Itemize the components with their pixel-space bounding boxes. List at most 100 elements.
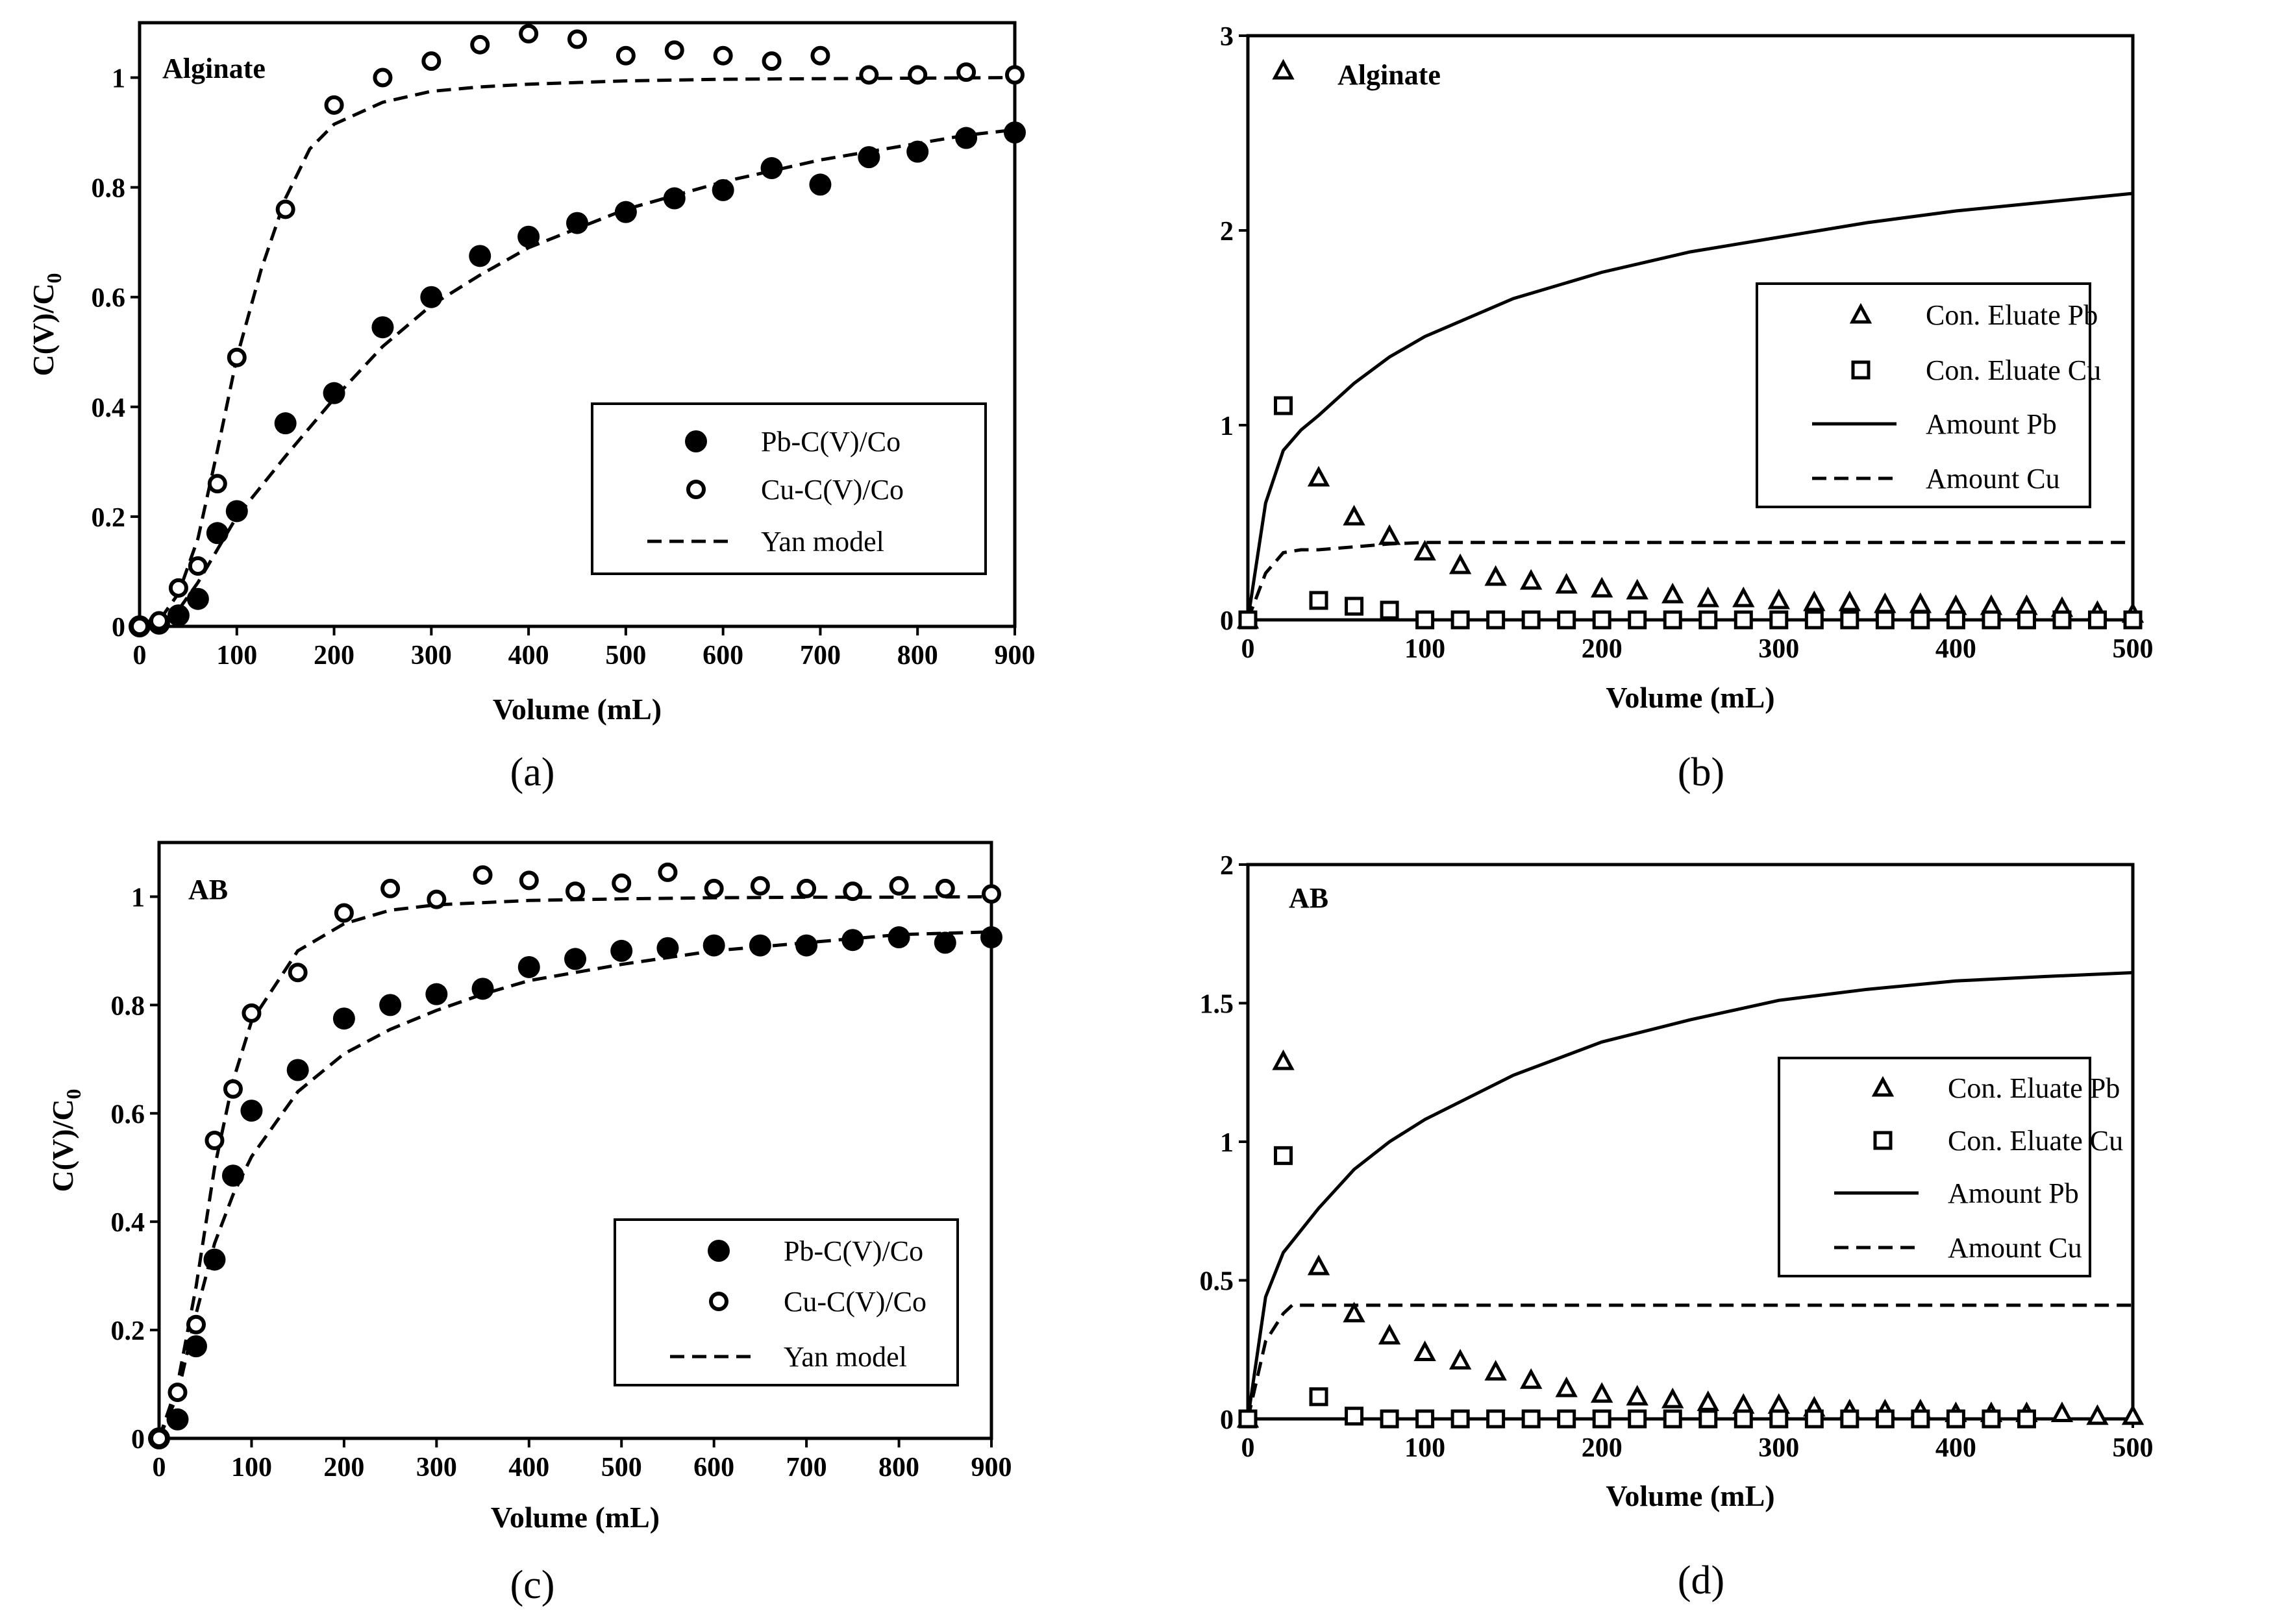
data-point xyxy=(1005,65,1025,85)
data-point xyxy=(323,382,345,404)
data-point xyxy=(1004,121,1026,144)
legend-marker-symbol xyxy=(1871,1076,1895,1097)
panel-d: 0 100 200 300 400 500 0 0.5 1 1.5 2 Volume (mL) AB (d… xyxy=(1200,851,2154,1603)
data-point xyxy=(242,1003,262,1023)
data-point xyxy=(1309,591,1328,610)
data-point xyxy=(1521,1409,1541,1429)
x-tick-label: 900 xyxy=(995,641,1036,671)
x-tick-label: 500 xyxy=(2113,634,2154,664)
y-tick-label: 0.4 xyxy=(92,393,126,423)
legend-marker-symbol xyxy=(1849,302,1872,324)
data-point xyxy=(1804,610,1824,630)
data-point xyxy=(205,1131,225,1150)
legend-box xyxy=(1778,1057,2091,1277)
data-point xyxy=(955,127,978,149)
legend-label: Con. Eluate Pb xyxy=(1948,1072,2120,1104)
panel-caption: (a) xyxy=(510,750,555,794)
data-point xyxy=(750,876,770,896)
x-tick-label: 200 xyxy=(323,1453,364,1483)
data-point xyxy=(1272,1049,1295,1070)
data-point xyxy=(517,225,540,248)
data-point xyxy=(1909,592,1932,613)
data-point xyxy=(713,45,733,66)
data-point xyxy=(2017,1409,2036,1429)
data-point xyxy=(1238,610,1258,630)
data-point xyxy=(1484,1360,1507,1381)
series-pb-c-v-co xyxy=(129,121,1026,637)
panel-caption: (c) xyxy=(510,1563,555,1607)
legend-label: Pb-C(V)/Co xyxy=(761,426,901,458)
data-point xyxy=(859,65,879,85)
y-tick-label: 0 xyxy=(112,613,125,643)
data-point xyxy=(906,140,929,163)
data-point xyxy=(1557,610,1576,630)
legend-marker-symbol xyxy=(708,1240,730,1262)
data-point xyxy=(760,157,783,180)
legend-label: Pb-C(V)/Co xyxy=(784,1235,923,1267)
data-point xyxy=(956,62,976,82)
y-tick-label: 0.5 xyxy=(1200,1267,1234,1297)
series-line-yan-model-pb xyxy=(157,930,992,1439)
data-point xyxy=(1946,1409,1965,1429)
data-point xyxy=(186,1314,206,1335)
plot-frame xyxy=(1246,34,2135,622)
data-point xyxy=(1555,1376,1578,1397)
data-point xyxy=(1415,610,1435,630)
data-point xyxy=(810,45,830,66)
x-tick-label: 0 xyxy=(1241,634,1255,664)
data-point xyxy=(207,474,227,494)
panel-c: 0 100 200 300 400 500 600 700 800 900 0 0.2 0.4 0.6 0.… xyxy=(46,841,1012,1607)
data-point xyxy=(324,95,344,115)
data-point xyxy=(1413,1340,1436,1362)
y-tick-label: 1 xyxy=(1220,1128,1234,1158)
series-con-eluate-cu xyxy=(1238,396,2143,630)
legend-label: Cu-C(V)/Co xyxy=(784,1286,926,1318)
legend-box xyxy=(591,402,987,575)
y-tick-label: 0.8 xyxy=(92,174,126,204)
data-point xyxy=(1661,1387,1684,1409)
data-point xyxy=(1274,1146,1293,1165)
x-tick-label: 500 xyxy=(2113,1433,2154,1463)
data-point xyxy=(1380,1409,1399,1429)
data-point xyxy=(470,34,490,55)
panel-caption: (d) xyxy=(1678,1558,1724,1603)
data-point xyxy=(1982,610,2001,630)
x-tick-label: 500 xyxy=(601,1453,642,1483)
plot-frame xyxy=(157,841,993,1440)
data-point xyxy=(225,500,248,523)
series-pb-c-v-co xyxy=(148,926,1002,1449)
legend-marker-symbol xyxy=(685,430,707,452)
data-point xyxy=(373,68,393,88)
data-point xyxy=(240,1100,263,1122)
y-tick-label: 0.2 xyxy=(111,1316,145,1346)
data-point xyxy=(712,178,734,201)
data-point xyxy=(1449,1349,1472,1370)
y-tick-label: 1 xyxy=(131,883,145,913)
y-axis-title: C(V)/C0 xyxy=(46,1089,85,1192)
data-point xyxy=(223,1079,243,1099)
data-point xyxy=(889,876,909,896)
panel-a: 0 100 200 300 400 500 600 700 800 900 0 0.2 0.4 0.6 0.… xyxy=(27,21,1036,794)
data-point xyxy=(427,889,447,909)
data-point xyxy=(566,881,585,902)
panel-b: 0 100 200 300 400 500 0 1 2 3 Volume (mL) Alginate (… xyxy=(1220,22,2154,794)
data-point xyxy=(1661,582,1684,604)
legend: Con. Eluate Pb Con. Eluate Cu Amount Pb Amo… xyxy=(1756,282,2101,508)
data-point xyxy=(1840,610,1859,630)
data-point xyxy=(2123,610,2143,630)
data-point xyxy=(1698,610,1718,630)
x-tick-label: 200 xyxy=(314,641,354,671)
x-tick-label: 400 xyxy=(508,1453,549,1483)
data-point xyxy=(517,955,540,978)
x-tick-label: 300 xyxy=(416,1453,457,1483)
y-tick-label: 3 xyxy=(1220,22,1234,52)
x-tick-label: 0 xyxy=(153,1453,166,1483)
data-point xyxy=(843,881,863,902)
data-point xyxy=(130,617,149,636)
data-point xyxy=(227,347,247,367)
data-point xyxy=(567,29,587,49)
data-point xyxy=(841,929,864,952)
data-point xyxy=(2052,610,2072,630)
legend: Con. Eluate Pb Con. Eluate Cu Amount Pb Amo… xyxy=(1778,1057,2123,1277)
